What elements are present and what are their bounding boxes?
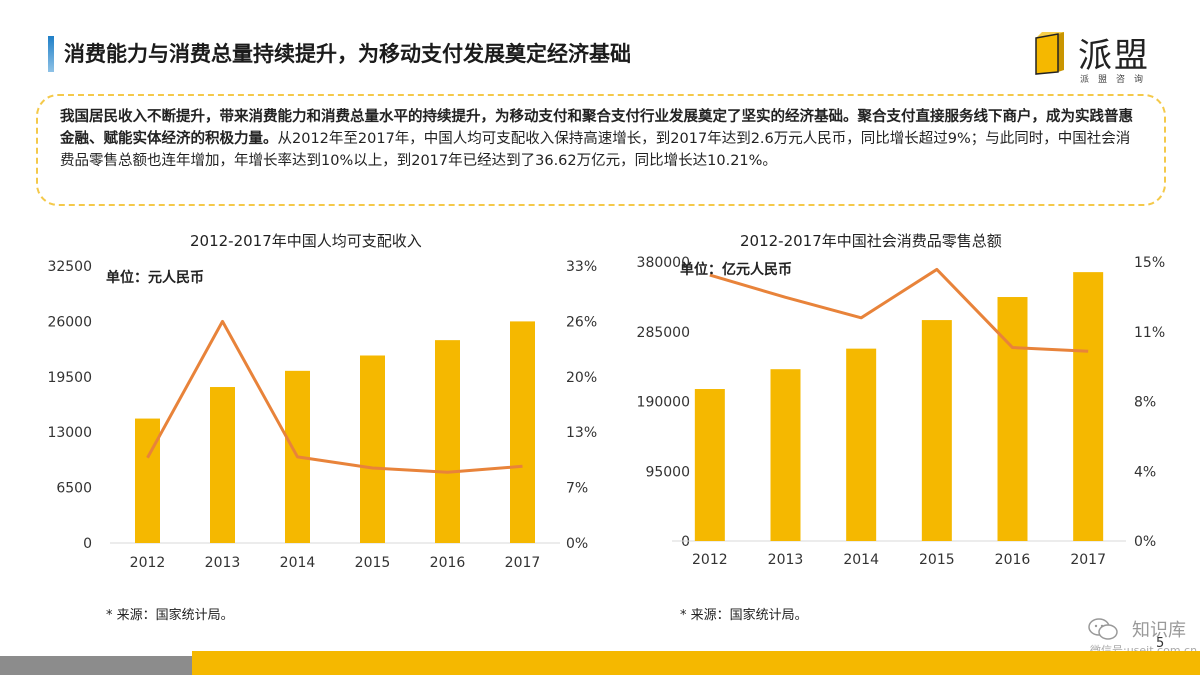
watermark-name: 知识库 [1132, 620, 1186, 641]
left-axis-tick-label: 380000 [637, 255, 690, 271]
category-label-2012: 2012 [130, 555, 166, 571]
left-axis-tick-label: 0 [83, 536, 92, 552]
category-label-2016: 2016 [995, 552, 1031, 568]
left-axis-tick-label: 0 [681, 534, 690, 550]
footer-bar-yellow [192, 651, 1200, 675]
right-axis-tick-label: 33% [566, 259, 597, 275]
bar-2012 [135, 418, 160, 543]
category-label-2017: 2017 [1070, 552, 1106, 568]
right-axis-tick-label: 0% [566, 536, 588, 552]
title-accent-bar [48, 36, 54, 72]
category-label-2014: 2014 [280, 555, 316, 571]
chart-title-retail: 2012-2017年中国社会消费品零售总额 [740, 232, 1002, 250]
summary-box: 我国居民收入不断提升，带来消费能力和消费总量水平的持续提升，为移动支付和聚合支付… [36, 94, 1166, 206]
category-label-2013: 2013 [205, 555, 241, 571]
right-axis-tick-label: 8% [1134, 395, 1156, 411]
right-axis-tick-label: 15% [1134, 255, 1165, 271]
category-label-2015: 2015 [355, 555, 391, 571]
bar-2015 [360, 355, 385, 543]
page-title: 消费能力与消费总量持续提升，为移动支付发展奠定经济基础 [64, 42, 631, 66]
category-label-2016: 2016 [430, 555, 466, 571]
left-axis-tick-label: 95000 [645, 464, 690, 480]
logo-cube-icon [1035, 32, 1064, 75]
category-label-2015: 2015 [919, 552, 955, 568]
category-label-2012: 2012 [692, 552, 728, 568]
left-axis-tick-label: 6500 [56, 481, 92, 497]
logo-subtitle: 派盟咨询 [1080, 75, 1153, 85]
unit-label: 单位：亿元人民币 [680, 261, 792, 278]
category-label-2014: 2014 [843, 552, 879, 568]
left-axis-tick-label: 13000 [47, 425, 92, 441]
summary-text: 从2012年至2017年，中国人均可支配收入保持高速增长，到2017年达到2.6… [60, 131, 1131, 169]
growth-rate-line [709, 267, 1089, 353]
bar-2013 [210, 387, 235, 543]
source-note-retail: * 来源：国家统计局。 [680, 608, 808, 623]
right-axis-tick-label: 13% [566, 425, 597, 441]
left-axis-tick-label: 285000 [637, 325, 690, 341]
source-note-income: * 来源：国家统计局。 [106, 608, 234, 623]
left-axis-tick-label: 32500 [47, 259, 92, 275]
bar-2016 [435, 340, 460, 543]
category-label-2017: 2017 [505, 555, 541, 571]
growth-rate-line [146, 319, 523, 474]
left-axis-tick-label: 26000 [47, 314, 92, 330]
category-label-2013: 2013 [768, 552, 804, 568]
logo-text: 派盟 [1078, 36, 1150, 76]
chart-title-income: 2012-2017年中国人均可支配收入 [190, 232, 422, 250]
left-axis-tick-label: 19500 [47, 370, 92, 386]
wechat-icon [1088, 618, 1118, 640]
right-axis-tick-label: 20% [566, 370, 597, 386]
left-axis-tick-label: 190000 [637, 395, 690, 411]
right-axis-tick-label: 0% [1134, 534, 1156, 550]
bar-2017 [1073, 272, 1104, 541]
right-axis-tick-label: 4% [1134, 464, 1156, 480]
footer-bar-gray [0, 656, 192, 675]
bar-2013 [770, 369, 801, 541]
bar-2015 [921, 320, 952, 541]
bar-2012 [694, 389, 725, 541]
logo: 派盟 派盟咨询 [1030, 28, 1160, 85]
unit-label: 单位：元人民币 [106, 269, 204, 286]
bar-2017 [510, 321, 535, 543]
right-axis-tick-label: 26% [566, 314, 597, 330]
page-number: 5 [1156, 636, 1165, 651]
bar-2014 [846, 348, 877, 541]
right-axis-tick-label: 11% [1134, 325, 1165, 341]
bar-2016 [997, 297, 1028, 541]
right-axis-tick-label: 7% [566, 481, 588, 497]
summary-bold-text: 我国居民收入不断提升，带来消费能力和消费总量水平的持续提升，为移动支付和聚合支付… [60, 109, 1133, 147]
